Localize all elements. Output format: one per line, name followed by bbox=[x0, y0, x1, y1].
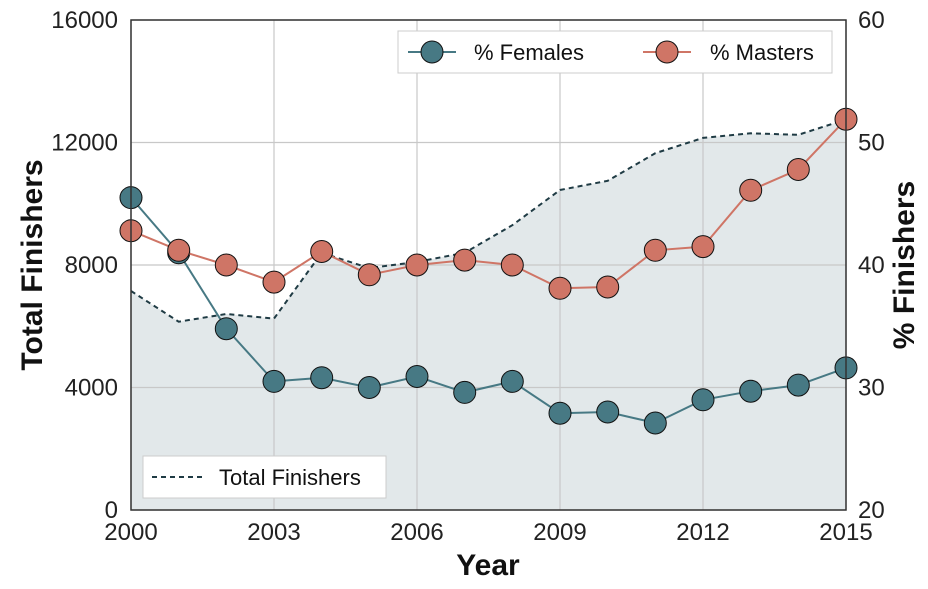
masters-point-2013 bbox=[739, 178, 763, 202]
x-axis-title: Year bbox=[456, 549, 520, 582]
plot-frame bbox=[130, 19, 847, 511]
females-point-2003 bbox=[262, 369, 286, 393]
y-left-tick-label-1: 4000 bbox=[65, 375, 118, 402]
masters-line bbox=[130, 118, 847, 290]
y-axis-right-title: % Finishers bbox=[888, 181, 921, 349]
y-left-tick-label-3: 12000 bbox=[51, 130, 118, 157]
total-finishers-area bbox=[131, 119, 846, 510]
masters-point-2011 bbox=[643, 238, 667, 262]
females-point-2013 bbox=[739, 379, 763, 403]
x-tick-label-4: 2012 bbox=[676, 519, 729, 546]
masters-point-2006 bbox=[405, 253, 429, 277]
y-right-tick-label-2: 40 bbox=[858, 252, 885, 279]
females-point-2014 bbox=[786, 373, 810, 397]
y-left-tick-label-2: 8000 bbox=[65, 252, 118, 279]
y-right-tick-label-3: 50 bbox=[858, 130, 885, 157]
masters-point-2014 bbox=[786, 158, 810, 181]
females-point-2009 bbox=[548, 401, 572, 425]
females-point-2008 bbox=[500, 369, 524, 393]
x-tick-label-0: 2000 bbox=[104, 519, 157, 546]
legend-bottom: Total Finishers bbox=[142, 455, 387, 499]
females-point-2006 bbox=[405, 365, 429, 388]
females-point-2011 bbox=[643, 411, 667, 435]
masters-point-2008 bbox=[500, 253, 524, 277]
total-finishers-line bbox=[130, 118, 847, 323]
masters-point-2010 bbox=[596, 275, 620, 299]
masters-point-2007 bbox=[453, 248, 477, 272]
y-right-tick-label-1: 30 bbox=[858, 375, 885, 402]
masters-point-2004 bbox=[310, 240, 334, 263]
x-tick-label-5: 2015 bbox=[819, 519, 872, 546]
masters-point-2005 bbox=[357, 263, 381, 287]
females-point-2004 bbox=[310, 366, 334, 390]
females-line bbox=[130, 196, 847, 425]
legend-top: % Females % Masters bbox=[397, 30, 833, 74]
y-right-tick-label-0: 20 bbox=[858, 497, 885, 524]
legend-masters-marker bbox=[655, 40, 679, 64]
females-point-2002 bbox=[214, 317, 238, 341]
masters-point-2012 bbox=[691, 235, 715, 259]
females-point-2007 bbox=[453, 380, 477, 404]
masters-point-2002 bbox=[214, 253, 238, 277]
legend-females-marker bbox=[420, 40, 444, 64]
females-point-2010 bbox=[596, 400, 620, 424]
females-point-2005 bbox=[357, 376, 381, 399]
x-tick-label-2: 2006 bbox=[390, 519, 443, 546]
y-axis-left-title: Total Finishers bbox=[16, 159, 49, 370]
masters-point-2001 bbox=[167, 238, 191, 262]
area-layer bbox=[131, 119, 846, 510]
legend-females-label: % Females bbox=[474, 40, 584, 65]
legend-masters-label: % Masters bbox=[710, 40, 814, 65]
y-left-tick-label-4: 16000 bbox=[51, 7, 118, 34]
x-tick-label-3: 2009 bbox=[533, 519, 586, 546]
line-layer bbox=[119, 107, 858, 435]
legend-top-box bbox=[397, 30, 833, 74]
tick-label-layer: 2000 2003 2006 2009 2012 2015 0 4000 8000 12000 16… bbox=[51, 7, 884, 546]
legend-total-label: Total Finishers bbox=[219, 465, 361, 490]
masters-point-2003 bbox=[262, 270, 286, 294]
x-tick-label-1: 2003 bbox=[247, 519, 300, 546]
y-left-tick-label-0: 0 bbox=[105, 497, 118, 524]
y-right-tick-label-4: 60 bbox=[858, 7, 885, 34]
females-point-2012 bbox=[691, 388, 715, 412]
masters-point-2009 bbox=[548, 276, 572, 300]
